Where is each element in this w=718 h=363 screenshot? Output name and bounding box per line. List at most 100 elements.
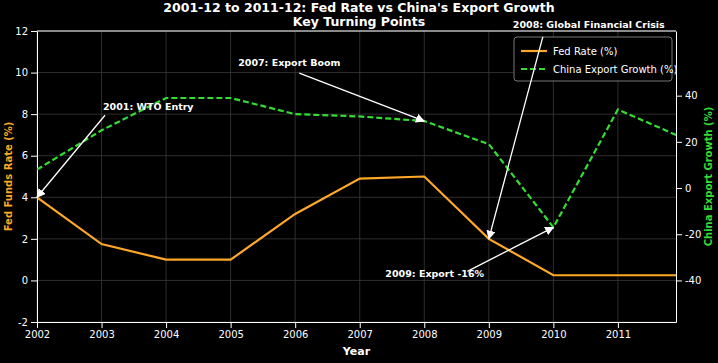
tick-mark [676, 142, 682, 143]
tick-label: 2010 [541, 329, 566, 340]
grid-line [101, 31, 102, 322]
tick-mark [553, 322, 554, 328]
tick: 0 [676, 183, 691, 194]
tick-label: 12 [15, 26, 28, 37]
tick-label: 2009 [477, 329, 502, 340]
annotation-text: 2007: Export Boom [238, 57, 340, 68]
tick: 2007 [348, 322, 373, 340]
tick-mark [31, 114, 37, 115]
tick-label: 0 [22, 275, 28, 286]
legend: Fed Rate (%) China Export Growth (%) [514, 37, 677, 81]
tick-label: 10 [15, 67, 28, 78]
grid [37, 31, 676, 322]
subtitle: Key Turning Points [293, 14, 425, 29]
tick: 2 [22, 234, 37, 245]
tick-label: 2004 [154, 329, 179, 340]
tick-mark [360, 322, 361, 328]
tick-label: 0 [685, 183, 691, 194]
tick: 2006 [283, 322, 308, 340]
grid-line [37, 197, 676, 198]
annotation-arrow [467, 227, 553, 271]
chart: 2002200320042005200620072008200920102011… [0, 0, 718, 363]
tick: 2008 [412, 322, 437, 340]
tick: 8 [22, 109, 37, 120]
tick-mark [37, 322, 38, 328]
tick: 2004 [154, 322, 179, 340]
tick: 4 [22, 192, 37, 203]
frame [37, 31, 676, 32]
tick-mark [676, 234, 682, 235]
axis-line [37, 32, 38, 323]
tick-label: 2003 [89, 329, 114, 340]
tick-mark [676, 188, 682, 189]
grid-line [359, 31, 360, 322]
tick-label: 8 [22, 109, 28, 120]
tick-label: 6 [22, 150, 28, 161]
tick: 2003 [89, 322, 114, 340]
background [0, 0, 718, 363]
annotation-arrow [299, 73, 424, 121]
tick-mark [618, 322, 619, 328]
grid-line [230, 31, 231, 322]
x-axis-title: Year [342, 345, 371, 358]
legend-swatch [521, 50, 547, 52]
tick-mark [166, 322, 167, 328]
tick-label: 40 [685, 90, 698, 101]
tick-mark [31, 73, 37, 74]
legend-label: China Export Growth (%) [553, 64, 677, 75]
tick: 10 [15, 67, 37, 78]
tick-label: 2002 [25, 329, 50, 340]
grid-line [37, 238, 676, 239]
tick: 2010 [541, 322, 566, 340]
annotation-arrow [489, 37, 543, 239]
y-axis-title: Fed Funds Rate (%) [3, 122, 14, 232]
tick-label: -20 [685, 229, 701, 240]
tick: 20 [676, 137, 698, 148]
y2-axis-title: China Export Growth (%) [703, 107, 714, 247]
tick: -20 [676, 229, 701, 240]
annotation-text: 2008: Global Financial Crisis [513, 19, 665, 30]
tick-mark [102, 322, 103, 328]
grid-line [37, 31, 38, 322]
tick: -40 [676, 275, 701, 286]
tick-label: 2008 [412, 329, 437, 340]
tick-label: 2011 [606, 329, 631, 340]
tick-label: 2 [22, 234, 28, 245]
annotation-text: 2009: Export -16% [385, 268, 484, 279]
grid-line [295, 31, 296, 322]
tick-label: 20 [685, 137, 698, 148]
tick-label: 2007 [348, 329, 373, 340]
tick: 40 [676, 90, 698, 101]
tick: 6 [22, 150, 37, 161]
tick: 2002 [25, 322, 50, 340]
tick: 2009 [477, 322, 502, 340]
plot-area [37, 98, 676, 275]
grid-line [37, 322, 676, 323]
tick-label: 4 [22, 192, 28, 203]
annotations: 2001: WTO Entry 2007: Export Boom 2008: Gl… [37, 19, 665, 279]
axis-line [38, 322, 677, 323]
tick: 2011 [606, 322, 631, 340]
tick: 2005 [218, 322, 243, 340]
tick-label: -40 [685, 275, 701, 286]
legend-label: Fed Rate (%) [553, 46, 617, 57]
annotation-text: 2001: WTO Entry [103, 101, 194, 112]
tick-mark [31, 197, 37, 198]
grid-line [37, 31, 676, 32]
grid-line [37, 280, 676, 281]
title: 2001-12 to 2011-12: Fed Rate vs China's … [163, 0, 554, 15]
tick-mark [31, 322, 37, 323]
tick-mark [424, 322, 425, 328]
tick-label: 2005 [218, 329, 243, 340]
grid-line [37, 155, 676, 156]
tick-label: -2 [18, 317, 28, 328]
tick-mark [31, 239, 37, 240]
series-line [37, 177, 676, 276]
tick-mark [31, 31, 37, 32]
tick-mark [295, 322, 296, 328]
tick: -2 [18, 317, 37, 328]
x-axis: 2002 2003 2004 2005 2006 2007 2008 2009 2010 2011 [25, 322, 677, 340]
annotation-arrow [37, 115, 105, 197]
y-axis: -2 0 2 4 6 8 10 12 [15, 26, 37, 328]
y2-axis: -40 -20 0 20 40 [676, 32, 701, 323]
